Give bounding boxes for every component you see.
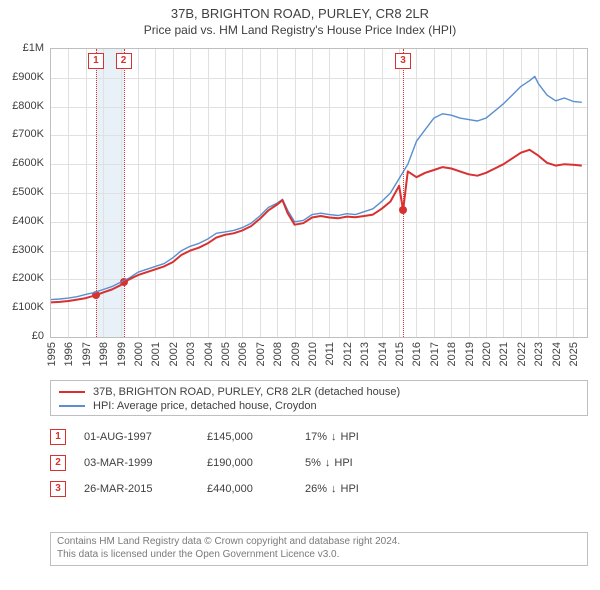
ytick-label: £800K <box>0 100 44 112</box>
transaction-date: 26-MAR-2015 <box>84 483 189 495</box>
transactions-table: 101-AUG-1997£145,00017%↓HPI203-MAR-1999£… <box>50 424 359 502</box>
ytick-label: £0 <box>0 330 44 342</box>
legend-row: HPI: Average price, detached house, Croy… <box>59 399 579 413</box>
ytick-label: £700K <box>0 128 44 140</box>
attribution-footer: Contains HM Land Registry data © Crown c… <box>50 532 588 566</box>
transaction-price: £440,000 <box>207 483 287 495</box>
ytick-label: £100K <box>0 301 44 313</box>
y-axis-labels: £0£100K£200K£300K£400K£500K£600K£700K£80… <box>0 48 46 338</box>
transaction-badge: 2 <box>50 455 66 471</box>
chart-title: 37B, BRIGHTON ROAD, PURLEY, CR8 2LR <box>0 0 600 21</box>
chart-plot-area: 123 <box>50 48 588 338</box>
legend-label: HPI: Average price, detached house, Croy… <box>93 400 317 412</box>
transaction-delta: 26% ↓ HPI <box>305 483 359 495</box>
transaction-row: 2 03-MAR-1999 £190,000 5% ↓HPI <box>50 450 359 476</box>
transaction-badge: 3 <box>50 481 66 497</box>
delta-label: HPI <box>341 483 359 495</box>
ytick-label: £300K <box>0 244 44 256</box>
delta-label: HPI <box>334 457 352 469</box>
ytick-label: £400K <box>0 215 44 227</box>
legend-swatch <box>59 391 85 393</box>
delta-percent: 26% <box>305 483 327 495</box>
series-property <box>51 49 587 337</box>
delta-percent: 5% <box>305 457 321 469</box>
arrow-down-icon: ↓ <box>331 431 337 443</box>
ytick-label: £1M <box>0 42 44 54</box>
ytick-label: £600K <box>0 157 44 169</box>
transaction-date: 03-MAR-1999 <box>84 457 189 469</box>
transaction-price: £145,000 <box>207 431 287 443</box>
transaction-price: £190,000 <box>207 457 287 469</box>
footer-line-1: Contains HM Land Registry data © Crown c… <box>57 536 581 549</box>
ytick-label: £500K <box>0 186 44 198</box>
transaction-badge: 1 <box>50 429 66 445</box>
legend-swatch <box>59 405 85 407</box>
legend: 37B, BRIGHTON ROAD, PURLEY, CR8 2LR (det… <box>50 380 588 416</box>
xtick-label: 2025 <box>568 342 600 366</box>
transaction-delta: 5% ↓HPI <box>305 457 353 469</box>
legend-label: 37B, BRIGHTON ROAD, PURLEY, CR8 2LR (det… <box>93 386 400 398</box>
arrow-down-icon: ↓ <box>331 483 337 495</box>
footer-line-2: This data is licensed under the Open Gov… <box>57 549 581 562</box>
transaction-row: 1 01-AUG-1997 £145,000 17% ↓ HPI <box>50 424 359 450</box>
transaction-delta: 17% ↓ HPI <box>305 431 359 443</box>
transaction-date: 01-AUG-1997 <box>84 431 189 443</box>
delta-label: HPI <box>341 431 359 443</box>
legend-row: 37B, BRIGHTON ROAD, PURLEY, CR8 2LR (det… <box>59 385 579 399</box>
delta-percent: 17% <box>305 431 327 443</box>
arrow-down-icon: ↓ <box>325 457 331 469</box>
ytick-label: £200K <box>0 272 44 284</box>
x-axis-labels: 1995199619971998199920002001200220032004… <box>50 338 588 378</box>
chart-subtitle: Price paid vs. HM Land Registry's House … <box>0 21 600 37</box>
ytick-label: £900K <box>0 71 44 83</box>
transaction-row: 3 26-MAR-2015 £440,000 26% ↓ HPI <box>50 476 359 502</box>
